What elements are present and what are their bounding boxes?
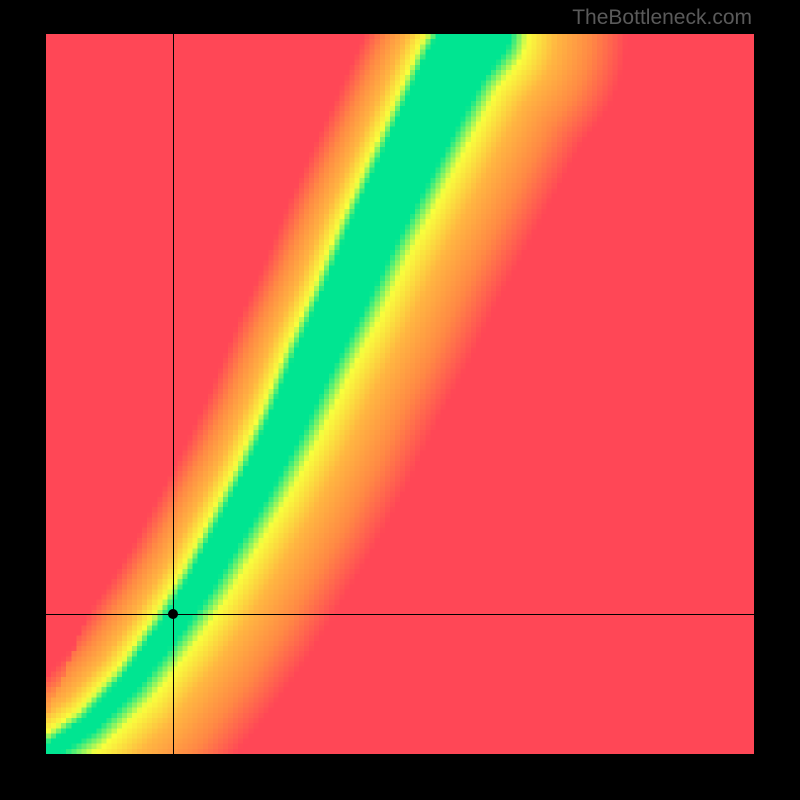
crosshair-horizontal [46, 614, 754, 615]
heatmap-canvas [46, 34, 754, 754]
heatmap-plot [46, 34, 754, 754]
watermark-text: TheBottleneck.com [572, 6, 752, 30]
crosshair-vertical [173, 34, 174, 754]
crosshair-marker [168, 609, 178, 619]
